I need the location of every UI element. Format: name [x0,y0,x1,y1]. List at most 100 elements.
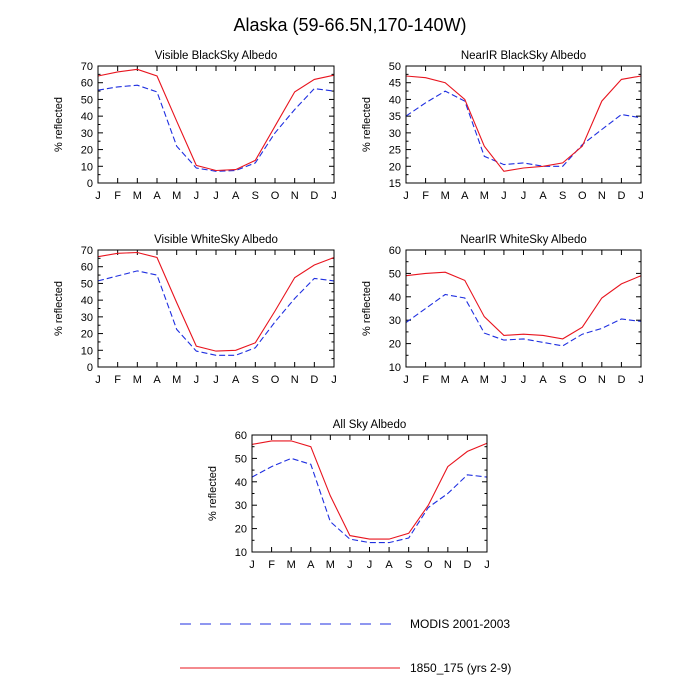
x-tick-label: M [441,190,450,202]
y-tick-label: 40 [389,292,401,304]
x-tick-label: D [310,374,318,386]
panel-title: All Sky Albedo [333,419,407,431]
y-axis-label: % reflected [53,281,65,336]
y-tick-label: 0 [87,362,93,374]
x-tick-label: J [501,374,507,386]
x-tick-label: M [480,190,489,202]
x-tick-label: J [367,559,373,571]
x-tick-label: S [252,374,259,386]
y-tick-label: 25 [389,145,401,157]
x-tick-label: D [463,559,471,571]
x-tick-label: J [403,190,409,202]
plot-frame [405,65,642,184]
y-axis-label: % reflected [53,97,65,152]
figure-title: Alaska (59-66.5N,170-140W) [233,15,466,35]
x-tick-label: J [95,190,101,202]
y-tick-label: 20 [81,145,93,157]
x-tick-label: M [480,374,489,386]
x-tick-label: M [326,559,335,571]
y-tick-label: 50 [389,268,401,280]
x-tick-label: J [521,190,527,202]
y-tick-label: 20 [235,524,247,536]
x-tick-label: A [307,559,315,571]
x-tick-label: A [232,190,240,202]
y-axis-label: % reflected [361,97,373,152]
y-tick-label: 60 [389,245,401,257]
y-axis-label: % reflected [207,466,219,521]
series-line-modis [251,457,488,544]
x-tick-label: M [172,374,181,386]
x-tick-label: A [539,374,547,386]
x-tick-label: F [422,374,429,386]
x-tick-label: S [405,559,412,571]
series-line-modis [405,293,642,347]
x-tick-label: J [213,374,219,386]
x-tick-label: O [271,374,280,386]
x-tick-label: J [347,559,353,571]
x-tick-label: O [578,190,587,202]
series-line-model [97,68,335,172]
y-tick-label: 50 [235,453,247,465]
x-tick-label: M [172,190,181,202]
chart-panel-4: NearIR WhiteSky Albedo % reflected 10 20 30 4… [361,234,644,386]
panel-title: Visible BlackSky Albedo [155,50,278,62]
y-tick-label: 15 [389,178,401,190]
x-tick-label: O [271,190,280,202]
panel-title: NearIR WhiteSky Albedo [460,234,587,246]
y-tick-label: 70 [81,61,93,73]
x-tick-label: J [331,190,337,202]
y-tick-label: 70 [81,245,93,257]
x-tick-label: O [424,559,433,571]
chart-panels: Visible BlackSky Albedo % reflected 0 10 20 3… [53,50,644,571]
y-tick-label: 40 [81,111,93,123]
x-tick-label: M [287,559,296,571]
x-tick-label: J [194,374,200,386]
legend-label: MODIS 2001-2003 [410,617,510,631]
y-tick-label: 30 [389,315,401,327]
x-tick-label: S [252,190,259,202]
panel-title: Visible WhiteSky Albedo [154,234,278,246]
y-tick-label: 40 [235,477,247,489]
x-tick-label: J [194,190,200,202]
x-tick-label: A [153,374,161,386]
x-tick-label: J [501,190,507,202]
y-tick-label: 20 [389,339,401,351]
x-tick-label: M [133,190,142,202]
plot-frame [97,249,335,368]
series-line-modis [97,84,335,172]
y-tick-label: 60 [81,262,93,274]
y-axis-label: % reflected [361,281,373,336]
y-tick-label: 35 [389,111,401,123]
x-tick-label: N [598,190,606,202]
x-tick-label: F [114,374,121,386]
x-tick-label: J [521,374,527,386]
x-tick-label: J [213,190,219,202]
x-tick-label: M [133,374,142,386]
chart-panel-2: NearIR BlackSky Albedo % reflected 15 20 25 3… [361,50,644,202]
series-line-model [405,75,642,172]
x-tick-label: A [153,190,161,202]
x-tick-label: J [638,190,644,202]
plot-frame [405,249,642,368]
x-tick-label: O [578,374,587,386]
legend: MODIS 2001-2003 1850_175 (yrs 2-9) [180,617,511,675]
x-tick-label: A [461,374,469,386]
x-tick-label: J [95,374,101,386]
x-tick-label: D [310,190,318,202]
series-line-modis [405,90,642,167]
x-tick-label: A [232,374,240,386]
plot-frame [251,434,488,553]
panel-title: NearIR BlackSky Albedo [461,50,586,62]
y-tick-label: 40 [389,94,401,106]
chart-panel-3: Visible WhiteSky Albedo % reflected 0 10 20 3… [53,234,337,386]
x-tick-label: J [484,559,490,571]
x-tick-label: A [539,190,547,202]
y-tick-label: 45 [389,78,401,90]
y-tick-label: 20 [389,161,401,173]
x-tick-label: S [559,374,566,386]
x-tick-label: F [114,190,121,202]
x-tick-label: A [385,559,393,571]
x-tick-label: S [559,190,566,202]
y-tick-label: 50 [81,94,93,106]
